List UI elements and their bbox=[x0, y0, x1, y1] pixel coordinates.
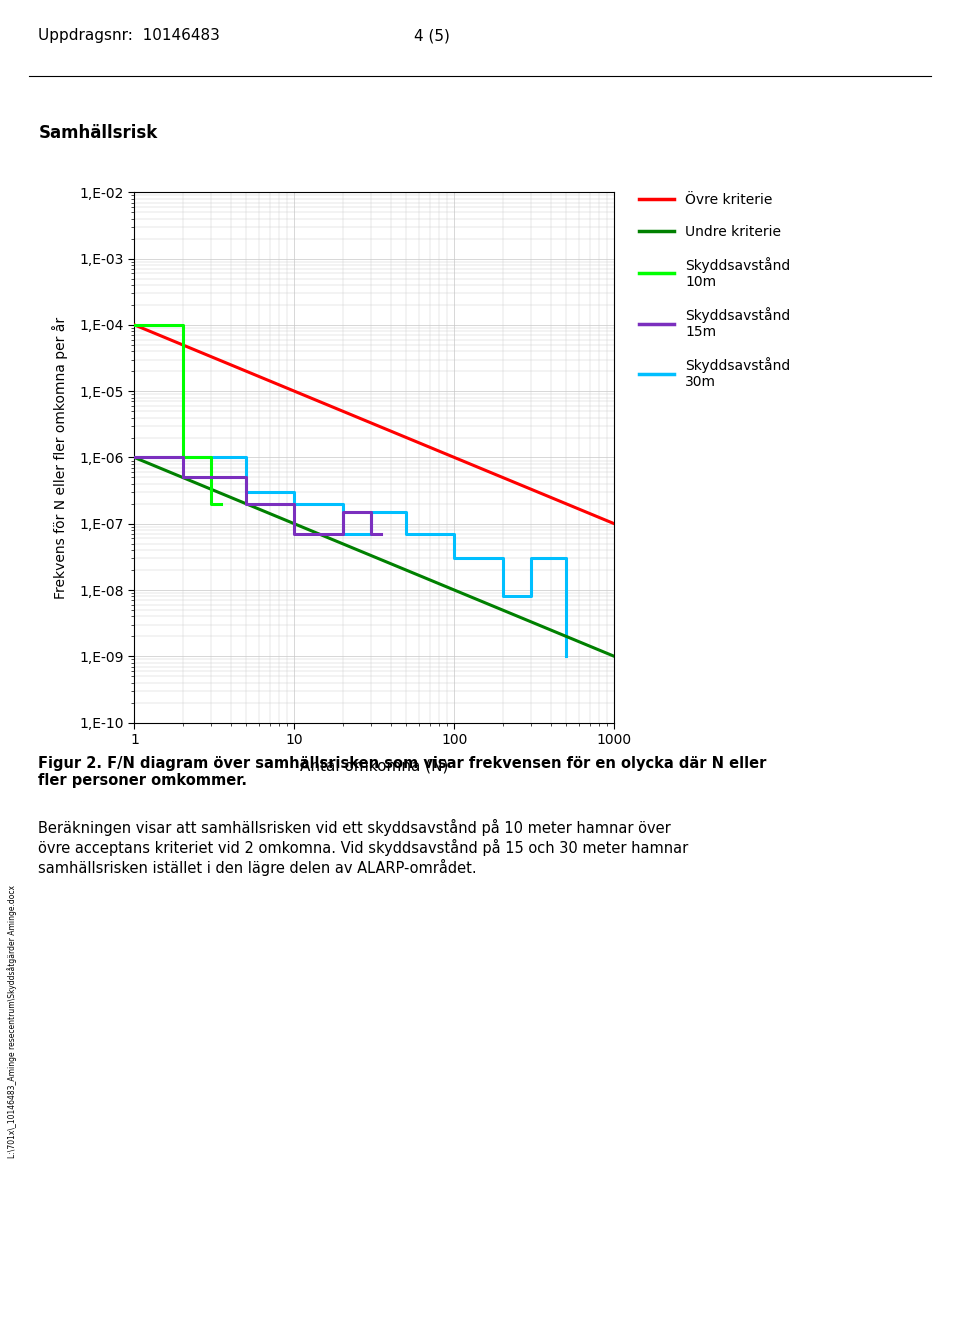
Legend: Övre kriterie, Undre kriterie, Skyddsavstånd
10m, Skyddsavstånd
15m, Skyddsavstå: Övre kriterie, Undre kriterie, Skyddsavs… bbox=[634, 187, 796, 395]
Text: Uppdragsnr:  10146483: Uppdragsnr: 10146483 bbox=[38, 28, 220, 44]
X-axis label: Antal omkomna (N): Antal omkomna (N) bbox=[300, 758, 448, 773]
Text: 4 (5): 4 (5) bbox=[414, 28, 450, 44]
Y-axis label: Frekvens för N eller fler omkomna per år: Frekvens för N eller fler omkomna per år bbox=[53, 317, 68, 598]
Text: Figur 2. F/N diagram över samhällsrisken som visar frekvensen för en olycka där : Figur 2. F/N diagram över samhällsrisken… bbox=[38, 756, 767, 788]
Text: Beräkningen visar att samhällsrisken vid ett skyddsavstånd på 10 meter hamnar öv: Beräkningen visar att samhällsrisken vid… bbox=[38, 819, 688, 876]
Text: L:\701x\_10146483_Aminge resecentrum\Skyddsåtgärder Aminge.docx: L:\701x\_10146483_Aminge resecentrum\Sky… bbox=[7, 884, 17, 1158]
Text: Samhällsrisk: Samhällsrisk bbox=[38, 123, 157, 142]
